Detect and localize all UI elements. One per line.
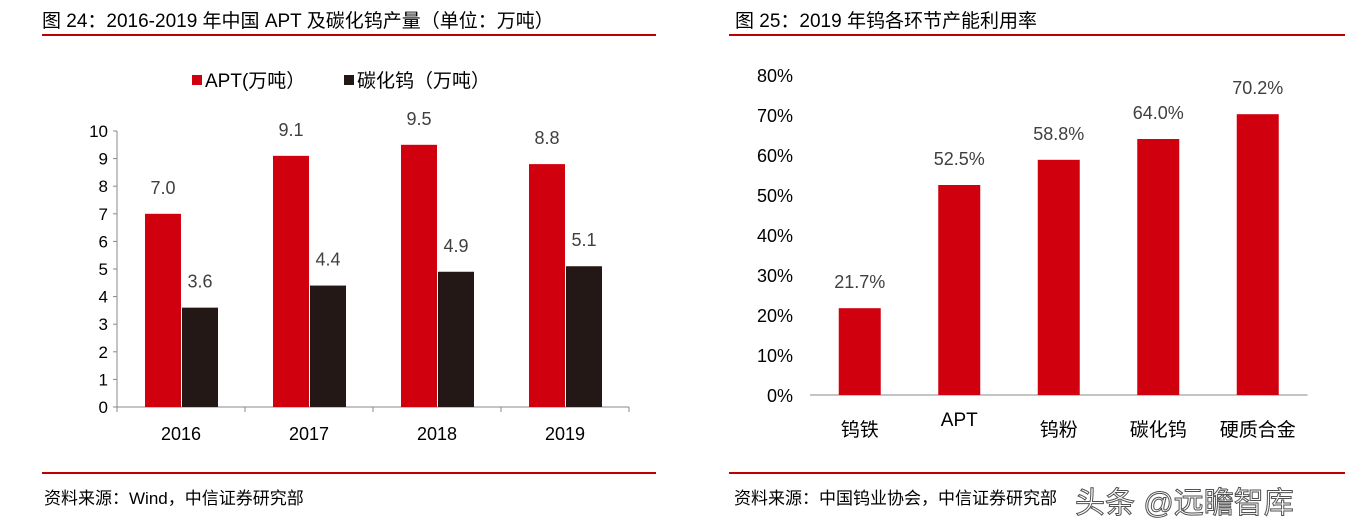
legend-label: 碳化钨（万吨）	[357, 70, 490, 92]
y-tick-label: 8	[99, 177, 108, 196]
y-tick-label: 80%	[757, 66, 793, 86]
bar	[1236, 114, 1279, 395]
watermark: 头条 @远瞻智库	[1075, 487, 1295, 521]
legend-swatch	[192, 75, 202, 85]
y-tick-label: 70%	[757, 106, 793, 126]
bar	[1137, 139, 1180, 395]
bar-tungsten-carbide	[310, 285, 346, 407]
data-label: 58.8%	[1033, 124, 1084, 144]
data-label: 7.0	[150, 178, 175, 198]
legend-swatch	[344, 75, 354, 85]
data-label: 64.0%	[1133, 103, 1184, 123]
title-divider	[729, 34, 1345, 36]
bar-apt	[273, 155, 309, 407]
data-label: 70.2%	[1232, 78, 1283, 98]
bar-apt	[401, 144, 437, 408]
y-tick-label: 50%	[757, 186, 793, 206]
bar-apt	[145, 213, 181, 407]
bar	[938, 185, 981, 395]
legend-label: APT(万吨）	[205, 70, 305, 92]
y-tick-label: 7	[99, 205, 108, 224]
y-tick-label: 5	[99, 260, 108, 279]
source-divider	[42, 472, 656, 474]
y-tick-label: 6	[99, 232, 108, 251]
data-label: 52.5%	[934, 149, 985, 169]
bar-tungsten-carbide	[438, 271, 474, 407]
chart-24-title: 图 24：2016-2019 年中国 APT 及碳化钨产量（单位：万吨）	[42, 11, 554, 32]
data-label: 9.1	[278, 120, 303, 140]
data-label: 21.7%	[834, 272, 885, 292]
y-tick-label: 3	[99, 315, 108, 334]
y-tick-label: 0%	[767, 386, 793, 406]
y-tick-label: 2	[99, 343, 108, 362]
chart-24-source: 资料来源：Wind，中信证券研究部	[44, 489, 304, 508]
y-tick-label: 60%	[757, 146, 793, 166]
x-tick-label: 钨铁	[841, 419, 879, 441]
chart-25: 0% 10% 20% 30% 40% 50% 60% 70% 80% 21.7% 钨铁 52.5% AP…	[757, 66, 1308, 441]
data-label: 5.1	[571, 230, 596, 250]
y-tick-label: 0	[99, 398, 108, 417]
chart-25-source: 资料来源：中国钨业协会，中信证券研究部	[734, 489, 1057, 508]
y-tick-label: 4	[99, 288, 108, 307]
y-tick-label: 20%	[757, 306, 793, 326]
chart-25-title: 图 25：2019 年钨各环节产能利用率	[735, 11, 1037, 32]
y-tick-label: 1	[99, 370, 108, 389]
y-tick-label: 10%	[757, 346, 793, 366]
x-tick-label: 2019	[545, 424, 585, 444]
data-label: 4.9	[443, 236, 468, 256]
bar-tungsten-carbide	[182, 307, 218, 407]
y-tick-label: 40%	[757, 226, 793, 246]
chart-24: 0 1 2 3 4 5 6 7 8 9 10 2016 7.0 3.6 2017 9.1 4.4 2018 9.5 4…	[89, 70, 630, 444]
y-tick-label: 30%	[757, 266, 793, 286]
data-label: 3.6	[187, 272, 212, 292]
data-label: 4.4	[315, 250, 340, 270]
x-tick-label: 硬质合金	[1220, 419, 1296, 441]
bar	[838, 308, 881, 395]
bar-apt	[529, 164, 565, 407]
data-label: 9.5	[406, 109, 431, 129]
title-divider	[42, 34, 656, 36]
x-tick-label: 钨粉	[1040, 419, 1078, 441]
data-label: 8.8	[534, 128, 559, 148]
x-tick-label: 碳化钨	[1130, 419, 1187, 441]
bar	[1037, 159, 1080, 395]
y-tick-label: 10	[89, 122, 108, 141]
y-tick-label: 9	[99, 150, 108, 169]
source-divider	[729, 472, 1345, 474]
x-tick-label: 2017	[289, 424, 329, 444]
bar-tungsten-carbide	[566, 266, 602, 407]
x-tick-label: 2016	[161, 424, 201, 444]
x-tick-label: 2018	[417, 424, 457, 444]
x-tick-label: APT	[941, 410, 978, 431]
